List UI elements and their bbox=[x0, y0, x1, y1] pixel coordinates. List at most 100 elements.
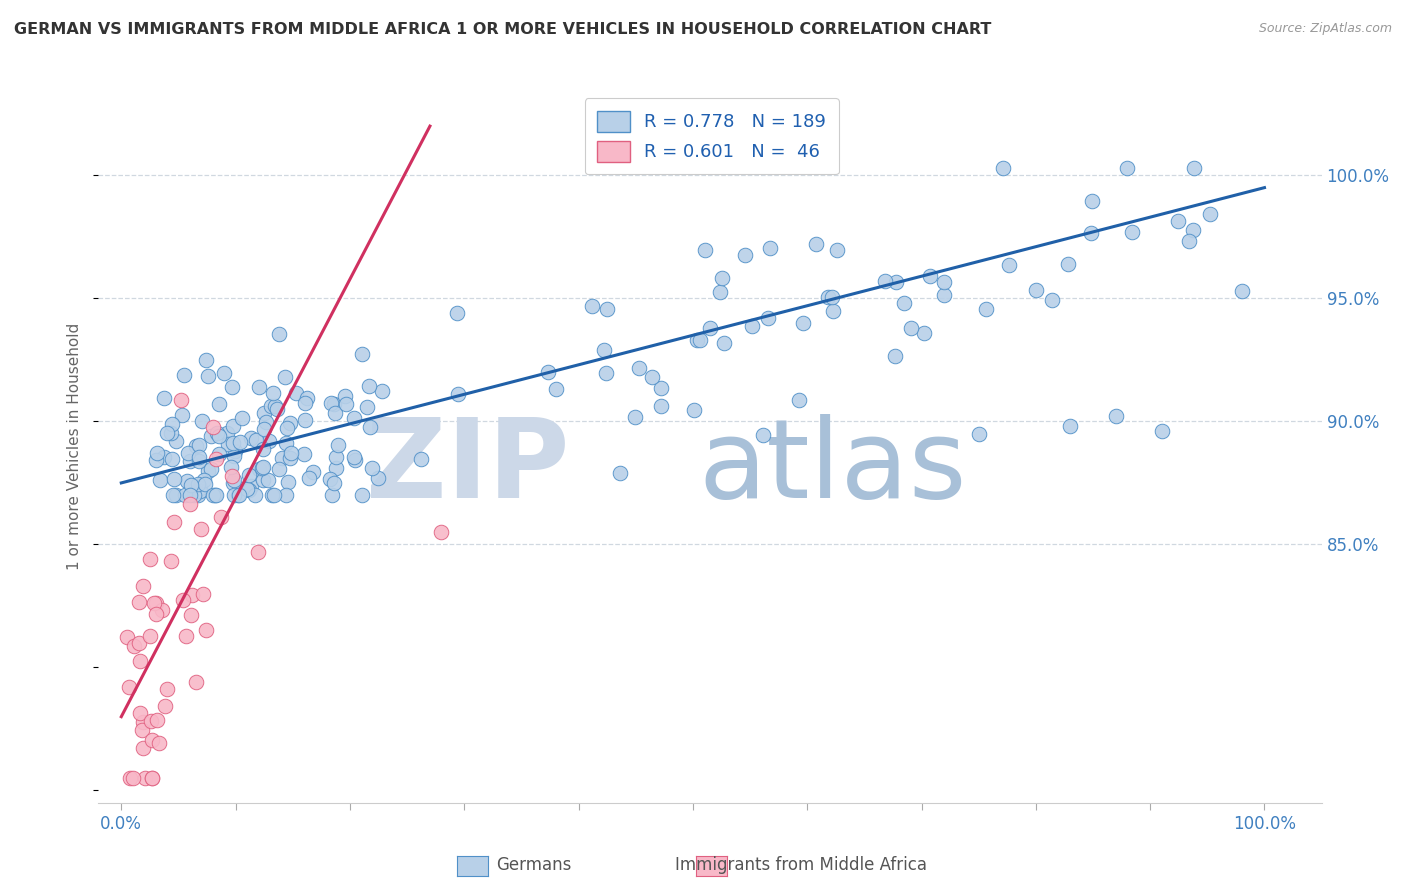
Point bbox=[150, 603, 173, 617]
Point bbox=[156, 425, 179, 440]
Point bbox=[321, 396, 343, 410]
Point bbox=[343, 450, 366, 464]
Point bbox=[998, 258, 1021, 272]
Point bbox=[253, 422, 276, 436]
Point bbox=[221, 469, 243, 483]
Point bbox=[222, 436, 245, 450]
Point bbox=[208, 447, 231, 461]
Point bbox=[181, 588, 204, 602]
Point bbox=[686, 333, 709, 347]
Point bbox=[204, 488, 226, 502]
Point bbox=[129, 706, 152, 720]
Point bbox=[581, 299, 603, 313]
Point bbox=[1080, 227, 1102, 241]
Point bbox=[264, 400, 287, 414]
Point bbox=[180, 608, 202, 623]
Point bbox=[174, 629, 197, 643]
Point bbox=[153, 450, 176, 464]
Point bbox=[252, 473, 274, 487]
Point bbox=[912, 326, 935, 340]
Point bbox=[162, 488, 184, 502]
Point bbox=[190, 522, 212, 536]
Point bbox=[344, 453, 367, 467]
Point bbox=[267, 462, 290, 476]
Point bbox=[138, 551, 160, 566]
Point bbox=[411, 452, 433, 467]
Point bbox=[967, 426, 990, 441]
Point bbox=[294, 396, 316, 410]
Point bbox=[179, 497, 201, 511]
Point bbox=[197, 368, 219, 383]
Point bbox=[179, 488, 201, 502]
Point bbox=[224, 449, 246, 463]
Point bbox=[333, 389, 356, 403]
Point bbox=[200, 428, 222, 442]
Point bbox=[141, 771, 163, 785]
Point bbox=[238, 483, 260, 497]
Point bbox=[170, 392, 193, 407]
Point bbox=[145, 452, 167, 467]
Point bbox=[183, 488, 205, 502]
Point bbox=[193, 473, 215, 487]
Point bbox=[900, 321, 922, 335]
Point bbox=[325, 460, 347, 475]
Point bbox=[1121, 225, 1143, 239]
Point bbox=[734, 248, 756, 262]
Point bbox=[325, 450, 347, 464]
Point bbox=[295, 391, 318, 405]
Point bbox=[240, 431, 263, 445]
Point bbox=[1182, 161, 1205, 175]
Point bbox=[179, 454, 201, 468]
Point bbox=[343, 410, 366, 425]
Point bbox=[884, 275, 907, 289]
Point bbox=[695, 244, 717, 258]
Point bbox=[146, 713, 169, 727]
Point bbox=[752, 427, 775, 442]
Point bbox=[132, 740, 155, 755]
Point bbox=[134, 771, 156, 785]
Point bbox=[623, 409, 645, 424]
Point bbox=[208, 397, 231, 411]
Point bbox=[1178, 235, 1201, 249]
Point bbox=[209, 510, 232, 524]
Point bbox=[280, 446, 302, 460]
Point bbox=[284, 386, 307, 401]
Point bbox=[276, 421, 298, 435]
Point bbox=[932, 287, 955, 301]
Point bbox=[217, 437, 239, 451]
Point bbox=[156, 682, 179, 697]
Point bbox=[1115, 161, 1137, 175]
Point bbox=[240, 479, 263, 493]
Legend: R = 0.778   N = 189, R = 0.601   N =  46: R = 0.778 N = 189, R = 0.601 N = 46 bbox=[585, 98, 838, 174]
Point bbox=[224, 444, 246, 458]
Point bbox=[149, 473, 172, 487]
Point bbox=[177, 446, 200, 460]
Point bbox=[294, 413, 316, 427]
Point bbox=[350, 488, 373, 502]
Point bbox=[817, 290, 839, 304]
Point bbox=[1059, 419, 1081, 434]
Point bbox=[163, 516, 186, 530]
Point bbox=[350, 347, 373, 361]
Text: GERMAN VS IMMIGRANTS FROM MIDDLE AFRICA 1 OR MORE VEHICLES IN HOUSEHOLD CORRELAT: GERMAN VS IMMIGRANTS FROM MIDDLE AFRICA … bbox=[14, 22, 991, 37]
Point bbox=[321, 488, 343, 502]
Point bbox=[820, 290, 842, 304]
Point bbox=[699, 321, 721, 335]
Point bbox=[148, 736, 170, 750]
Point bbox=[758, 241, 780, 255]
Point bbox=[713, 335, 735, 350]
Point bbox=[709, 285, 731, 299]
Point bbox=[153, 698, 176, 713]
Point bbox=[335, 397, 357, 411]
Point bbox=[789, 392, 811, 407]
Text: Immigrants from Middle Africa: Immigrants from Middle Africa bbox=[675, 856, 928, 874]
Point bbox=[205, 425, 228, 440]
Point bbox=[595, 302, 617, 317]
Point bbox=[991, 161, 1014, 175]
Point bbox=[141, 771, 163, 785]
Point bbox=[221, 380, 243, 394]
Point bbox=[641, 370, 664, 384]
Point bbox=[202, 419, 225, 434]
Point bbox=[609, 467, 631, 481]
Point bbox=[191, 414, 214, 428]
